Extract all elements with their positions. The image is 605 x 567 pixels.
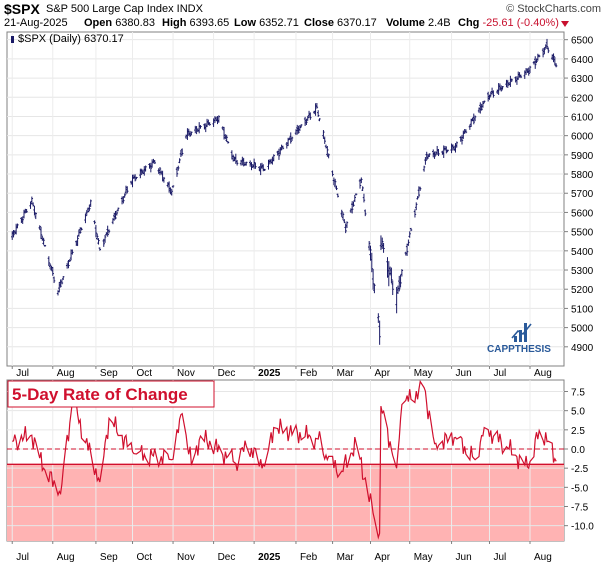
watermark-text: CAPPTHESIS [487, 344, 551, 355]
legend: $SPX (Daily) 6370.17 [11, 33, 124, 45]
change-value: -25.61 (-0.40%) [482, 17, 559, 29]
legend-swatch [11, 36, 14, 43]
price-y-tick-label: 4900 [571, 343, 594, 354]
indicator-title-box: 5-Day Rate of Change [7, 380, 215, 408]
price-y-tick-label: 6000 [571, 132, 594, 143]
price-x-tick-label: May [414, 368, 433, 379]
roc-x-tick-label: May [414, 552, 433, 563]
price-y-tick-label: 5000 [571, 324, 594, 335]
price-y-tick-label: 5700 [571, 189, 594, 200]
roc-x-tick-label: Oct [137, 552, 153, 563]
roc-x-tick-label: Mar [337, 552, 355, 563]
low-label: Low [234, 17, 256, 29]
roc-y-tick-label: 7.5 [571, 388, 585, 399]
price-gridlines [7, 39, 564, 348]
price-y-axis: 4900 5000 5100 5200 5300 5400 5500 5600 5700 5800… [564, 36, 594, 354]
roc-y-tick-label: -5.0 [571, 483, 589, 494]
price-x-tick-label: Apr [374, 368, 390, 379]
price-y-tick-label: 5600 [571, 208, 594, 219]
roc-y-tick-label: 0.0 [571, 445, 585, 456]
price-x-tick-label: Nov [177, 368, 195, 379]
price-y-tick-label: 6500 [571, 36, 594, 47]
index-name: S&P 500 Large Cap Index INDX [46, 3, 203, 15]
roc-x-tick-label: 2025 [258, 552, 281, 563]
source-credit: © StockCharts.com [506, 3, 601, 15]
indicator-title: 5-Day Rate of Change [12, 385, 188, 404]
price-y-tick-label: 5800 [571, 170, 594, 181]
close-value: 6370.17 [337, 17, 377, 29]
legend-text: $SPX (Daily) 6370.17 [18, 33, 124, 45]
roc-x-tick-label: Nov [177, 552, 195, 563]
watermark-logo: CAPPTHESIS [487, 323, 551, 355]
roc-x-tick-label: Sep [100, 552, 118, 563]
price-y-tick-label: 5100 [571, 304, 594, 315]
roc-x-tick-label: Apr [374, 552, 390, 563]
roc-x-tick-label: Aug [534, 552, 552, 563]
price-x-tick-label: Jul [493, 368, 506, 379]
price-x-tick-label: Aug [534, 368, 552, 379]
chart-header: $SPX S&P 500 Large Cap Index INDX © Stoc… [0, 1, 605, 17]
roc-negative-zone [7, 464, 564, 541]
change-label: Chg [458, 17, 480, 29]
price-y-tick-label: 6200 [571, 93, 594, 104]
price-vertical-gridlines [11, 32, 531, 366]
quote-date: 21-Aug-2025 [4, 17, 68, 29]
price-y-tick-label: 6100 [571, 112, 594, 123]
roc-x-tick-label: Jun [456, 552, 472, 563]
roc-x-tick-label: Feb [300, 552, 318, 563]
price-x-tick-label: Mar [337, 368, 355, 379]
roc-x-tick-label: Jul [16, 552, 29, 563]
roc-x-tick-label: Dec [218, 552, 236, 563]
price-x-tick-label: Dec [218, 368, 236, 379]
roc-y-tick-label: 2.5 [571, 426, 585, 437]
price-y-tick-label: 5200 [571, 285, 594, 296]
price-x-tick-label: Jul [16, 368, 29, 379]
roc-y-tick-label: -10.0 [571, 522, 594, 533]
price-x-tick-label: Oct [137, 368, 153, 379]
price-bars [11, 38, 558, 345]
volume-value: 2.4B [427, 17, 451, 29]
price-x-tick-label: Feb [300, 368, 318, 379]
price-y-tick-label: 6400 [571, 55, 594, 66]
volume-label: Volume [386, 17, 425, 29]
price-x-tick-label: Jun [456, 368, 472, 379]
price-y-tick-label: 5400 [571, 247, 594, 258]
price-x-tick-label: 2025 [258, 368, 281, 379]
price-y-tick-label: 5300 [571, 266, 594, 277]
quote-line: 21-Aug-2025 Open 6380.83 High 6393.65 Lo… [0, 17, 605, 31]
roc-y-tick-label: -7.5 [571, 503, 589, 514]
price-y-tick-label: 5500 [571, 228, 594, 239]
roc-x-tick-label: Jul [493, 552, 506, 563]
price-x-tick-label: Sep [100, 368, 118, 379]
open-value: 6380.83 [115, 17, 155, 29]
high-label: High [162, 17, 187, 29]
high-value: 6393.65 [189, 17, 230, 29]
roc-x-tick-label: Aug [57, 552, 75, 563]
roc-y-tick-label: 5.0 [571, 407, 585, 418]
roc-x-axis: Jul Aug Sep Oct Nov Dec 2025 Feb Mar Apr May Jun Jul… [11, 541, 552, 563]
price-y-tick-label: 6300 [571, 74, 594, 85]
roc-series-line [12, 379, 557, 540]
down-arrow-icon [561, 21, 569, 27]
roc-y-tick-label: -2.5 [571, 464, 589, 475]
price-y-tick-label: 5900 [571, 151, 594, 162]
price-x-tick-label: Aug [57, 368, 75, 379]
roc-y-axis: 7.5 5.0 2.5 0.0 -2.5 -5.0 -7.5 -10.0 [564, 388, 594, 533]
price-panel-frame [6, 31, 565, 367]
low-value: 6352.71 [259, 17, 299, 29]
symbol-ticker: $SPX [4, 1, 40, 17]
close-label: Close [304, 17, 334, 29]
price-x-axis: Jul Aug Sep Oct Nov Dec 2025 Feb Mar Apr May Jun Jul… [11, 366, 552, 379]
open-label: Open [84, 17, 113, 29]
